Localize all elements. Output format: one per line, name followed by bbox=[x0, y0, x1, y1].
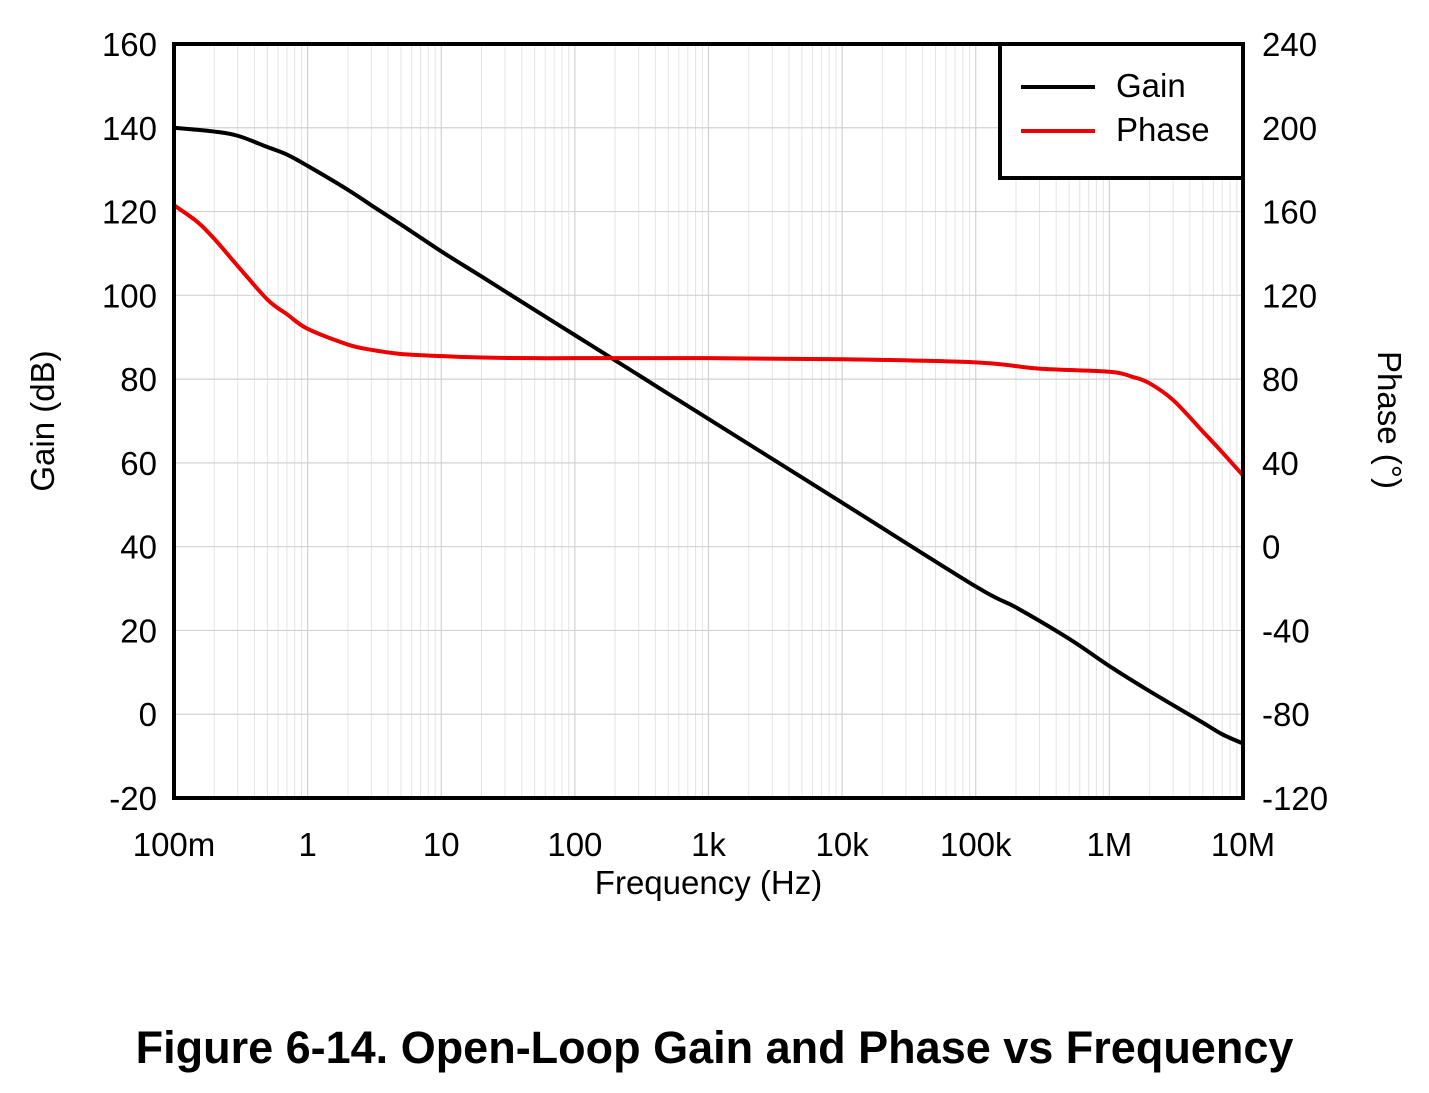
right-axis-title: Phase (°) bbox=[1371, 351, 1408, 489]
left-axis-title: Gain (dB) bbox=[24, 350, 61, 491]
left-axis-tick-labels: -20 0 20 40 60 80 100 120 140 160 bbox=[102, 26, 157, 817]
series-line-phase bbox=[172, 203, 1245, 478]
left-tick-label: 60 bbox=[120, 445, 157, 482]
x-tick-label: 1M bbox=[1086, 826, 1132, 863]
x-tick-label: 10M bbox=[1211, 826, 1275, 863]
series-layer bbox=[172, 125, 1245, 746]
left-tick-label: 40 bbox=[120, 529, 157, 566]
right-tick-label: 120 bbox=[1262, 277, 1317, 314]
x-axis-title: Frequency (Hz) bbox=[595, 864, 822, 901]
left-tick-label: 80 bbox=[120, 361, 157, 398]
right-tick-label: 200 bbox=[1262, 110, 1317, 147]
x-tick-label: 100k bbox=[940, 826, 1012, 863]
right-tick-label: -80 bbox=[1262, 696, 1310, 733]
right-tick-label: 240 bbox=[1262, 26, 1317, 63]
x-tick-label: 1 bbox=[298, 826, 316, 863]
left-tick-label: 160 bbox=[102, 26, 157, 63]
x-tick-label: 1k bbox=[691, 826, 726, 863]
left-tick-label: 120 bbox=[102, 194, 157, 231]
legend-box bbox=[998, 42, 1245, 180]
right-axis-tick-labels: -120 -80 -40 0 40 80 120 160 200 240 bbox=[1262, 26, 1328, 817]
legend-gain-label: Gain bbox=[1116, 67, 1186, 104]
left-tick-label: -20 bbox=[109, 780, 157, 817]
x-tick-label: 100 bbox=[547, 826, 602, 863]
x-tick-label: 10k bbox=[816, 826, 870, 863]
x-tick-label: 10 bbox=[423, 826, 460, 863]
figure-caption: Figure 6-14. Open-Loop Gain and Phase vs… bbox=[135, 1022, 1294, 1073]
series-line-gain bbox=[172, 125, 1245, 746]
x-axis-tick-labels: 100m 1 10 100 1k 10k 100k 1M 10M bbox=[133, 826, 1275, 863]
legend: Gain Phase bbox=[998, 42, 1245, 180]
right-tick-label: 160 bbox=[1262, 194, 1317, 231]
right-tick-label: 0 bbox=[1262, 529, 1280, 566]
plot-frame bbox=[172, 42, 1245, 800]
right-tick-label: -120 bbox=[1262, 780, 1328, 817]
left-tick-label: 140 bbox=[102, 110, 157, 147]
legend-phase-label: Phase bbox=[1116, 111, 1210, 148]
x-tick-label: 100m bbox=[133, 826, 216, 863]
right-tick-label: 80 bbox=[1262, 361, 1299, 398]
right-tick-label: 40 bbox=[1262, 445, 1299, 482]
right-tick-label: -40 bbox=[1262, 612, 1310, 649]
left-tick-label: 100 bbox=[102, 277, 157, 314]
left-tick-label: 20 bbox=[120, 612, 157, 649]
left-tick-label: 0 bbox=[139, 696, 157, 733]
